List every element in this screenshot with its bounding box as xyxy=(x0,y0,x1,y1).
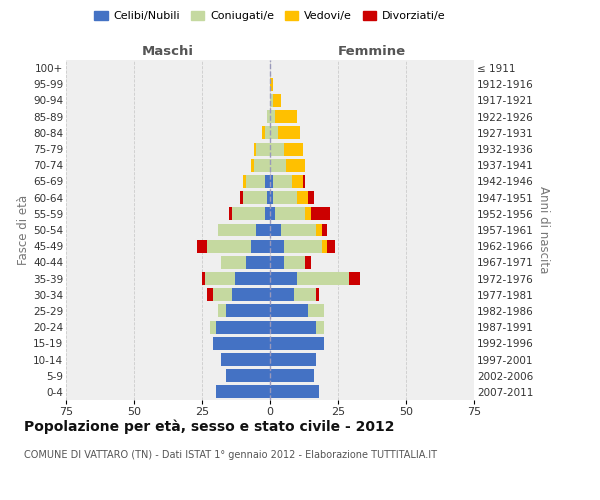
Bar xyxy=(232,208,265,220)
Bar xyxy=(270,272,297,285)
Bar xyxy=(270,369,314,382)
Bar xyxy=(327,240,335,252)
Bar xyxy=(202,272,205,285)
Bar xyxy=(273,175,292,188)
Bar xyxy=(267,110,270,123)
Bar xyxy=(205,272,235,285)
Text: Maschi: Maschi xyxy=(142,44,194,58)
Bar xyxy=(235,272,270,285)
Bar xyxy=(322,224,327,236)
Bar xyxy=(270,78,273,91)
Bar xyxy=(254,159,270,172)
Bar xyxy=(270,304,308,318)
Bar xyxy=(265,208,270,220)
Bar xyxy=(270,256,284,269)
Bar xyxy=(221,256,245,269)
Bar xyxy=(270,94,273,107)
Bar xyxy=(311,208,330,220)
Bar xyxy=(210,320,215,334)
Bar xyxy=(270,110,275,123)
Bar xyxy=(226,304,270,318)
Bar xyxy=(265,175,270,188)
Bar xyxy=(270,142,284,156)
Bar xyxy=(275,208,305,220)
Bar xyxy=(197,240,208,252)
Bar xyxy=(284,240,322,252)
Bar xyxy=(251,159,254,172)
Bar xyxy=(226,369,270,382)
Bar xyxy=(316,288,319,301)
Bar xyxy=(322,240,327,252)
Bar xyxy=(270,320,316,334)
Bar xyxy=(245,256,270,269)
Bar xyxy=(256,224,270,236)
Bar xyxy=(302,175,305,188)
Y-axis label: Fasce di età: Fasce di età xyxy=(17,195,30,265)
Bar xyxy=(270,175,273,188)
Bar xyxy=(292,175,302,188)
Bar xyxy=(270,240,284,252)
Bar xyxy=(273,94,281,107)
Bar xyxy=(265,126,270,140)
Bar xyxy=(221,353,270,366)
Bar xyxy=(267,191,270,204)
Bar xyxy=(349,272,360,285)
Bar xyxy=(305,208,311,220)
Bar xyxy=(278,126,300,140)
Text: Popolazione per età, sesso e stato civile - 2012: Popolazione per età, sesso e stato civil… xyxy=(24,420,395,434)
Bar xyxy=(254,142,256,156)
Bar xyxy=(308,191,314,204)
Bar xyxy=(270,353,316,366)
Bar xyxy=(297,272,349,285)
Bar xyxy=(215,320,270,334)
Bar xyxy=(316,224,322,236)
Y-axis label: Anni di nascita: Anni di nascita xyxy=(537,186,550,274)
Bar xyxy=(243,191,267,204)
Bar xyxy=(270,126,278,140)
Bar xyxy=(240,191,243,204)
Bar xyxy=(213,288,232,301)
Bar xyxy=(245,175,265,188)
Bar xyxy=(243,175,245,188)
Bar xyxy=(208,240,251,252)
Bar xyxy=(297,191,308,204)
Bar xyxy=(218,304,226,318)
Bar xyxy=(229,208,232,220)
Bar xyxy=(305,256,311,269)
Bar xyxy=(273,191,297,204)
Bar xyxy=(270,224,281,236)
Bar xyxy=(275,110,297,123)
Bar xyxy=(208,288,213,301)
Bar xyxy=(284,142,302,156)
Bar xyxy=(316,320,325,334)
Text: COMUNE DI VATTARO (TN) - Dati ISTAT 1° gennaio 2012 - Elaborazione TUTTITALIA.IT: COMUNE DI VATTARO (TN) - Dati ISTAT 1° g… xyxy=(24,450,437,460)
Bar xyxy=(281,224,316,236)
Bar xyxy=(284,256,305,269)
Bar xyxy=(270,208,275,220)
Bar xyxy=(213,337,270,350)
Bar xyxy=(270,191,273,204)
Bar xyxy=(232,288,270,301)
Bar xyxy=(215,386,270,398)
Bar xyxy=(286,159,305,172)
Bar xyxy=(256,142,270,156)
Bar xyxy=(270,337,325,350)
Bar xyxy=(295,288,316,301)
Bar xyxy=(262,126,265,140)
Text: Femmine: Femmine xyxy=(338,44,406,58)
Bar xyxy=(270,386,319,398)
Bar xyxy=(251,240,270,252)
Bar xyxy=(308,304,325,318)
Bar xyxy=(270,288,295,301)
Legend: Celibi/Nubili, Coniugati/e, Vedovi/e, Divorziati/e: Celibi/Nubili, Coniugati/e, Vedovi/e, Di… xyxy=(94,10,446,21)
Bar xyxy=(218,224,256,236)
Bar xyxy=(270,159,286,172)
